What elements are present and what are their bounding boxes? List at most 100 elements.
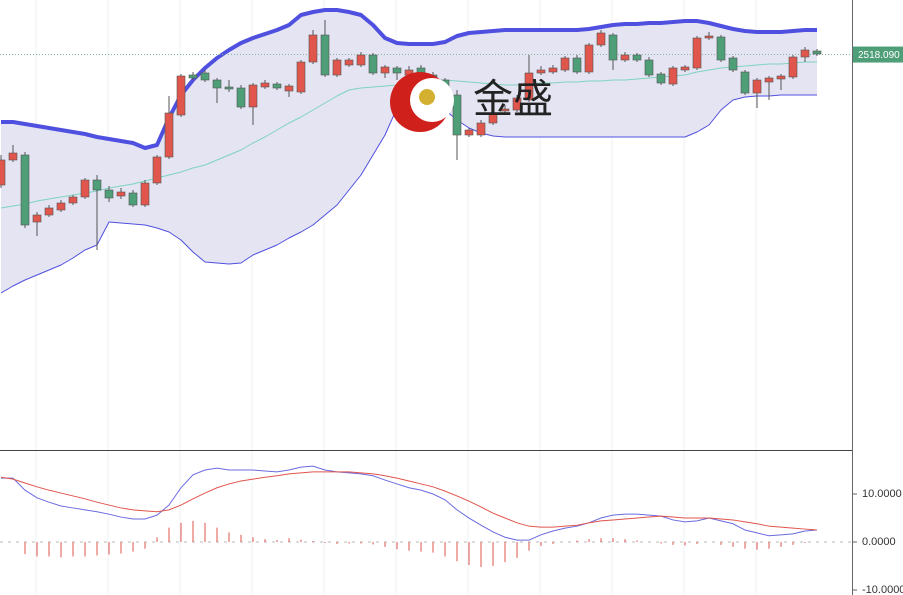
histogram-bar bbox=[612, 538, 614, 543]
candle-body bbox=[620, 54, 630, 61]
candle-body bbox=[140, 182, 150, 206]
histogram-bar bbox=[420, 542, 422, 552]
candle-body bbox=[272, 83, 282, 89]
histogram-bar bbox=[492, 542, 494, 567]
candle-body bbox=[380, 66, 390, 74]
candle-body bbox=[68, 196, 78, 204]
candle-body bbox=[464, 129, 474, 136]
histogram-bar bbox=[324, 542, 326, 543]
candle-body bbox=[584, 44, 594, 73]
histogram-bar bbox=[804, 542, 806, 543]
candle-body bbox=[236, 87, 246, 108]
histogram-bar bbox=[432, 542, 434, 553]
candle-body bbox=[740, 71, 750, 94]
histogram-bar bbox=[588, 539, 590, 543]
watermark: 金盛 bbox=[473, 78, 553, 122]
candle-body bbox=[44, 207, 54, 216]
histogram-bar bbox=[672, 542, 674, 545]
histogram-bar bbox=[780, 542, 782, 547]
candle-body bbox=[632, 54, 642, 61]
candle-body bbox=[20, 154, 30, 226]
candle-body bbox=[692, 37, 702, 69]
histogram-bar bbox=[84, 542, 86, 557]
histogram-bar bbox=[348, 542, 350, 544]
histogram-bar bbox=[36, 542, 38, 557]
histogram-bar bbox=[504, 542, 506, 563]
candle-body bbox=[476, 122, 486, 136]
histogram-bar bbox=[528, 542, 530, 551]
candle-body bbox=[800, 49, 810, 58]
histogram-bar bbox=[720, 542, 722, 545]
histogram-bar bbox=[96, 542, 98, 556]
histogram-bar bbox=[456, 542, 458, 562]
histogram-bar bbox=[312, 541, 314, 543]
candle-body bbox=[512, 97, 522, 111]
histogram-bar bbox=[264, 539, 266, 543]
histogram-bar bbox=[576, 540, 578, 543]
histogram-bar bbox=[132, 542, 134, 552]
candle-body bbox=[608, 34, 618, 61]
candle-body bbox=[8, 152, 18, 161]
candle-body bbox=[128, 192, 138, 206]
candle-body bbox=[392, 67, 402, 74]
candle-body bbox=[644, 59, 654, 76]
candle-body bbox=[656, 73, 666, 84]
candle-body bbox=[764, 77, 774, 83]
histogram-bar bbox=[600, 538, 602, 543]
candle-body bbox=[308, 34, 318, 63]
candle-body bbox=[596, 32, 606, 46]
histogram-bar bbox=[216, 527, 218, 543]
histogram-bar bbox=[408, 542, 410, 551]
histogram-bar bbox=[192, 520, 194, 543]
histogram-bar bbox=[660, 542, 662, 544]
histogram-bar bbox=[60, 542, 62, 558]
macd-line bbox=[0, 471, 818, 531]
histogram-bar bbox=[204, 522, 206, 543]
histogram-bar bbox=[480, 542, 482, 567]
histogram-bar bbox=[300, 539, 302, 543]
histogram-bar bbox=[384, 542, 386, 547]
candle-body bbox=[212, 79, 222, 89]
histogram-bar bbox=[228, 532, 230, 543]
histogram-bar bbox=[120, 542, 122, 554]
candle-body bbox=[368, 54, 378, 74]
candle-body bbox=[80, 179, 90, 198]
candle-body bbox=[188, 74, 198, 79]
price-label-box bbox=[853, 46, 903, 63]
candle-body bbox=[704, 35, 714, 39]
candle-body bbox=[524, 72, 534, 101]
candle-body bbox=[788, 56, 798, 78]
histogram-bar bbox=[276, 540, 278, 543]
candle-body bbox=[284, 85, 294, 92]
histogram-bar bbox=[696, 542, 698, 544]
candle-body bbox=[200, 72, 210, 81]
macd-line bbox=[1, 465, 818, 541]
histogram-bar bbox=[252, 537, 254, 543]
histogram-bar bbox=[444, 542, 446, 557]
candle-body bbox=[164, 112, 174, 158]
candle-body bbox=[32, 214, 42, 223]
candle-body bbox=[260, 82, 270, 88]
y-tick-label: 0.0000 bbox=[862, 536, 896, 548]
candle-body bbox=[452, 94, 462, 136]
candle-body bbox=[728, 57, 738, 71]
candle-body bbox=[680, 66, 690, 71]
candle-body bbox=[248, 84, 258, 108]
candle-body bbox=[752, 79, 762, 94]
candle-body bbox=[776, 75, 786, 80]
candle-body bbox=[116, 191, 126, 197]
histogram-bar bbox=[792, 542, 794, 545]
candle-body bbox=[224, 86, 234, 90]
histogram-bar bbox=[72, 542, 74, 557]
histogram-bar bbox=[552, 542, 554, 544]
candle-body bbox=[104, 189, 114, 199]
band-line bbox=[1, 8, 817, 150]
y-tick-label: 10.0000 bbox=[862, 488, 902, 500]
candle-body bbox=[812, 50, 822, 55]
histogram-bar bbox=[396, 542, 398, 550]
candle-body bbox=[536, 69, 546, 74]
histogram-bar bbox=[540, 542, 542, 546]
logo: 金盛 bbox=[390, 72, 553, 132]
candle-body bbox=[716, 36, 726, 61]
